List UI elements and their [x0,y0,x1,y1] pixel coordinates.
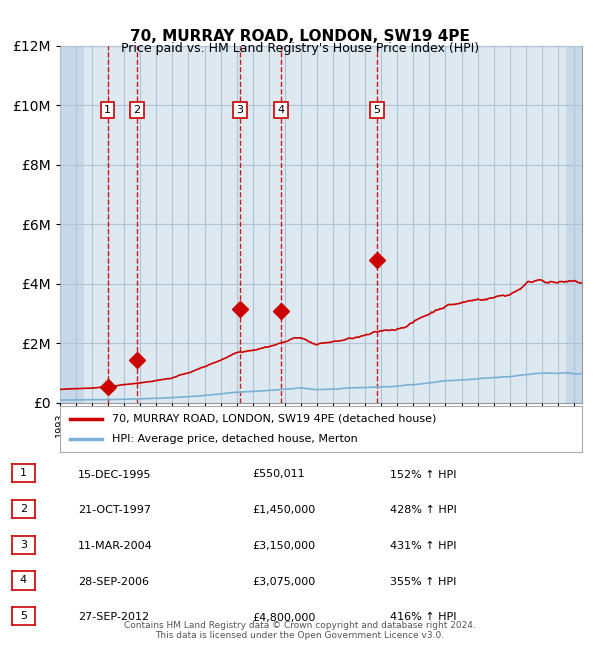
Text: 15-DEC-1995: 15-DEC-1995 [78,469,151,480]
Text: 70, MURRAY ROAD, LONDON, SW19 4PE: 70, MURRAY ROAD, LONDON, SW19 4PE [130,29,470,44]
Text: HPI: Average price, detached house, Merton: HPI: Average price, detached house, Mert… [112,434,358,445]
Text: 431% ↑ HPI: 431% ↑ HPI [390,541,457,551]
Text: 2: 2 [20,504,27,514]
Polygon shape [566,46,582,403]
Text: 428% ↑ HPI: 428% ↑ HPI [390,505,457,515]
Text: 1: 1 [20,468,27,478]
Text: 3: 3 [236,105,243,115]
Text: 21-OCT-1997: 21-OCT-1997 [78,505,151,515]
Text: 152% ↑ HPI: 152% ↑ HPI [390,469,457,480]
Text: 3: 3 [20,540,27,550]
Text: 1: 1 [104,105,111,115]
Text: Contains HM Land Registry data © Crown copyright and database right 2024.
This d: Contains HM Land Registry data © Crown c… [124,621,476,640]
Text: 416% ↑ HPI: 416% ↑ HPI [390,612,457,623]
Polygon shape [60,46,84,403]
Text: 70, MURRAY ROAD, LONDON, SW19 4PE (detached house): 70, MURRAY ROAD, LONDON, SW19 4PE (detac… [112,413,437,424]
Text: 4: 4 [277,105,284,115]
Text: 4: 4 [20,575,27,586]
Text: £1,450,000: £1,450,000 [252,505,315,515]
Text: 5: 5 [374,105,380,115]
Text: 11-MAR-2004: 11-MAR-2004 [78,541,153,551]
Text: 355% ↑ HPI: 355% ↑ HPI [390,577,457,587]
Text: 2: 2 [134,105,140,115]
Text: £3,075,000: £3,075,000 [252,577,315,587]
Text: £4,800,000: £4,800,000 [252,612,316,623]
Text: £550,011: £550,011 [252,469,305,480]
Text: 28-SEP-2006: 28-SEP-2006 [78,577,149,587]
Text: 27-SEP-2012: 27-SEP-2012 [78,612,149,623]
Text: Price paid vs. HM Land Registry's House Price Index (HPI): Price paid vs. HM Land Registry's House … [121,42,479,55]
Text: £3,150,000: £3,150,000 [252,541,315,551]
Text: 5: 5 [20,611,27,621]
